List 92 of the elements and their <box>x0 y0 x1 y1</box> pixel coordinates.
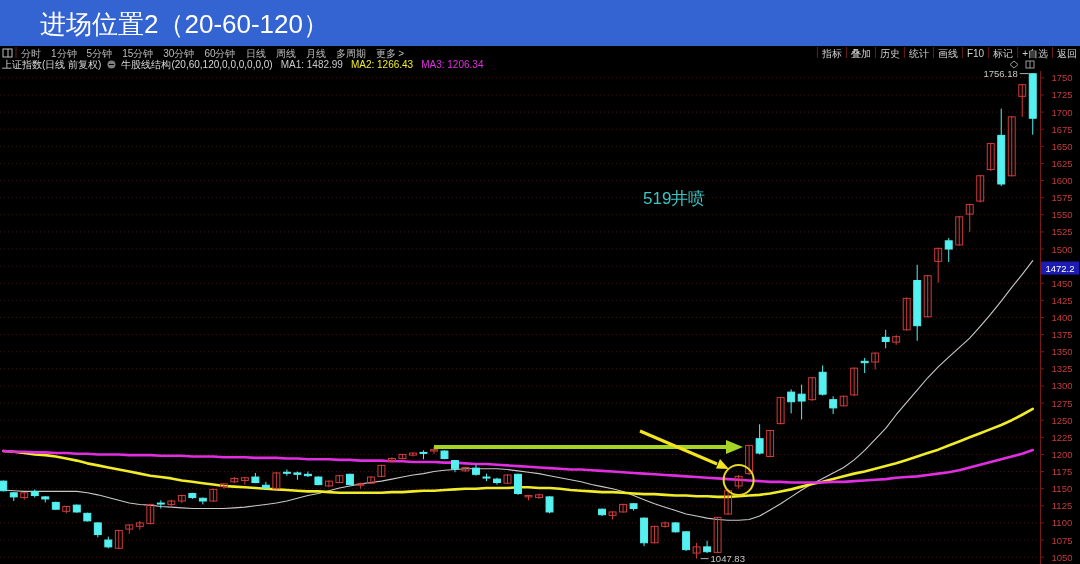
y-tick-label: 1175 <box>1051 466 1073 478</box>
candlestick <box>724 488 733 516</box>
text: 1756.18 <box>983 68 1018 80</box>
text: 1分钟 <box>51 47 77 59</box>
candlestick <box>965 203 974 233</box>
candlestick <box>944 237 953 263</box>
candlestick <box>976 174 985 203</box>
candlestick <box>923 274 932 318</box>
text: 分时 <box>21 47 41 59</box>
text: 更多 > <box>375 47 405 59</box>
candlestick <box>850 366 859 397</box>
y-tick-label: 1150 <box>1051 483 1073 495</box>
candlestick <box>797 384 806 421</box>
annotation: 519井喷 <box>643 189 706 208</box>
y-tick-label: 1750 <box>1051 72 1073 84</box>
candlestick <box>682 530 691 552</box>
text: 指标 <box>820 47 842 59</box>
candlestick <box>387 456 396 464</box>
candlestick <box>776 396 785 425</box>
candlestick <box>535 492 543 500</box>
legend-title: 牛股线结构(20,60,120,0,0,0,0,0,0) <box>121 59 273 70</box>
candlestick <box>1007 115 1016 177</box>
candlestick <box>787 388 796 414</box>
y-tick-label: 1525 <box>1051 226 1073 238</box>
text: 1047.83 <box>710 553 745 564</box>
candlestick <box>808 376 817 402</box>
text: 月线 <box>305 47 326 59</box>
text: 标记 <box>992 47 1014 59</box>
text: 历史 <box>879 47 900 59</box>
y-tick-label: 1425 <box>1051 294 1073 306</box>
text: F10 <box>966 47 985 59</box>
candlestick <box>619 503 628 514</box>
y-tick-label: 1625 <box>1051 157 1073 169</box>
y-tick-label: 1650 <box>1051 140 1073 152</box>
text: MA2: 1266.43 <box>350 59 414 70</box>
candlestick <box>219 482 228 490</box>
candlestick <box>934 247 943 284</box>
text: 60分钟 <box>204 47 236 59</box>
y-tick-label: 1225 <box>1051 431 1073 443</box>
text: MA3: 1206.34 <box>421 59 484 70</box>
y-tick-label: 1600 <box>1051 175 1073 187</box>
candlestick <box>818 364 827 397</box>
candlestick <box>955 215 964 247</box>
candlestick <box>713 516 722 554</box>
text: 15分钟 <box>122 47 154 59</box>
y-tick-label: 1300 <box>1051 380 1073 392</box>
y-tick-label: 1500 <box>1051 243 1073 255</box>
candlestick <box>661 521 670 529</box>
text: 日线 <box>245 47 266 59</box>
y-tick-label: 1400 <box>1051 312 1073 323</box>
candlestick <box>1018 83 1027 118</box>
y-tick-label: 1700 <box>1051 106 1073 118</box>
y-tick-label: 1675 <box>1051 123 1073 135</box>
y-tick-label: 1200 <box>1051 448 1073 460</box>
candlestick <box>902 297 911 332</box>
annotation: 1472.2 <box>1045 262 1075 274</box>
chart-title: 进场位置2（20-60-120） <box>40 9 329 39</box>
chart-subtitle: 上证指数(日线 前复权) <box>2 59 102 70</box>
candlestick <box>881 329 890 349</box>
y-tick-label: 1575 <box>1051 192 1073 204</box>
y-tick-label: 1275 <box>1051 397 1073 409</box>
text: 返回 <box>1057 47 1077 59</box>
y-tick-label: 1325 <box>1051 363 1073 375</box>
candlestick <box>986 142 995 172</box>
candlestick <box>282 469 291 477</box>
y-tick-label: 1100 <box>1051 517 1073 529</box>
text: 5分钟 <box>86 47 113 59</box>
text: +自选 <box>1022 47 1048 59</box>
y-tick-label: 1125 <box>1051 500 1073 512</box>
y-tick-label: 1050 <box>1051 551 1073 563</box>
text: 周线 <box>275 47 296 59</box>
y-tick-label: 1450 <box>1051 277 1073 289</box>
text: MA1: 1482.99 <box>280 59 344 70</box>
text: 叠加 <box>850 47 871 59</box>
candlestick <box>766 429 775 458</box>
text: 统计 <box>908 47 929 59</box>
candlestick <box>745 444 754 476</box>
text: 多周期 <box>335 47 366 59</box>
y-tick-label: 1375 <box>1051 329 1073 341</box>
candlestick <box>240 476 249 486</box>
y-tick-label: 1550 <box>1051 209 1073 221</box>
candlestick <box>366 475 375 485</box>
candlestick <box>755 423 764 455</box>
y-tick-label: 1350 <box>1051 346 1073 358</box>
y-tick-label: 1250 <box>1051 414 1073 426</box>
text: 30分钟 <box>163 47 195 59</box>
candlestick <box>114 529 123 550</box>
candlestick <box>703 540 712 554</box>
y-tick-label: 1075 <box>1051 534 1073 546</box>
y-tick-label: 1725 <box>1051 89 1073 101</box>
text: 画线 <box>937 47 958 59</box>
candlestick <box>146 503 155 525</box>
